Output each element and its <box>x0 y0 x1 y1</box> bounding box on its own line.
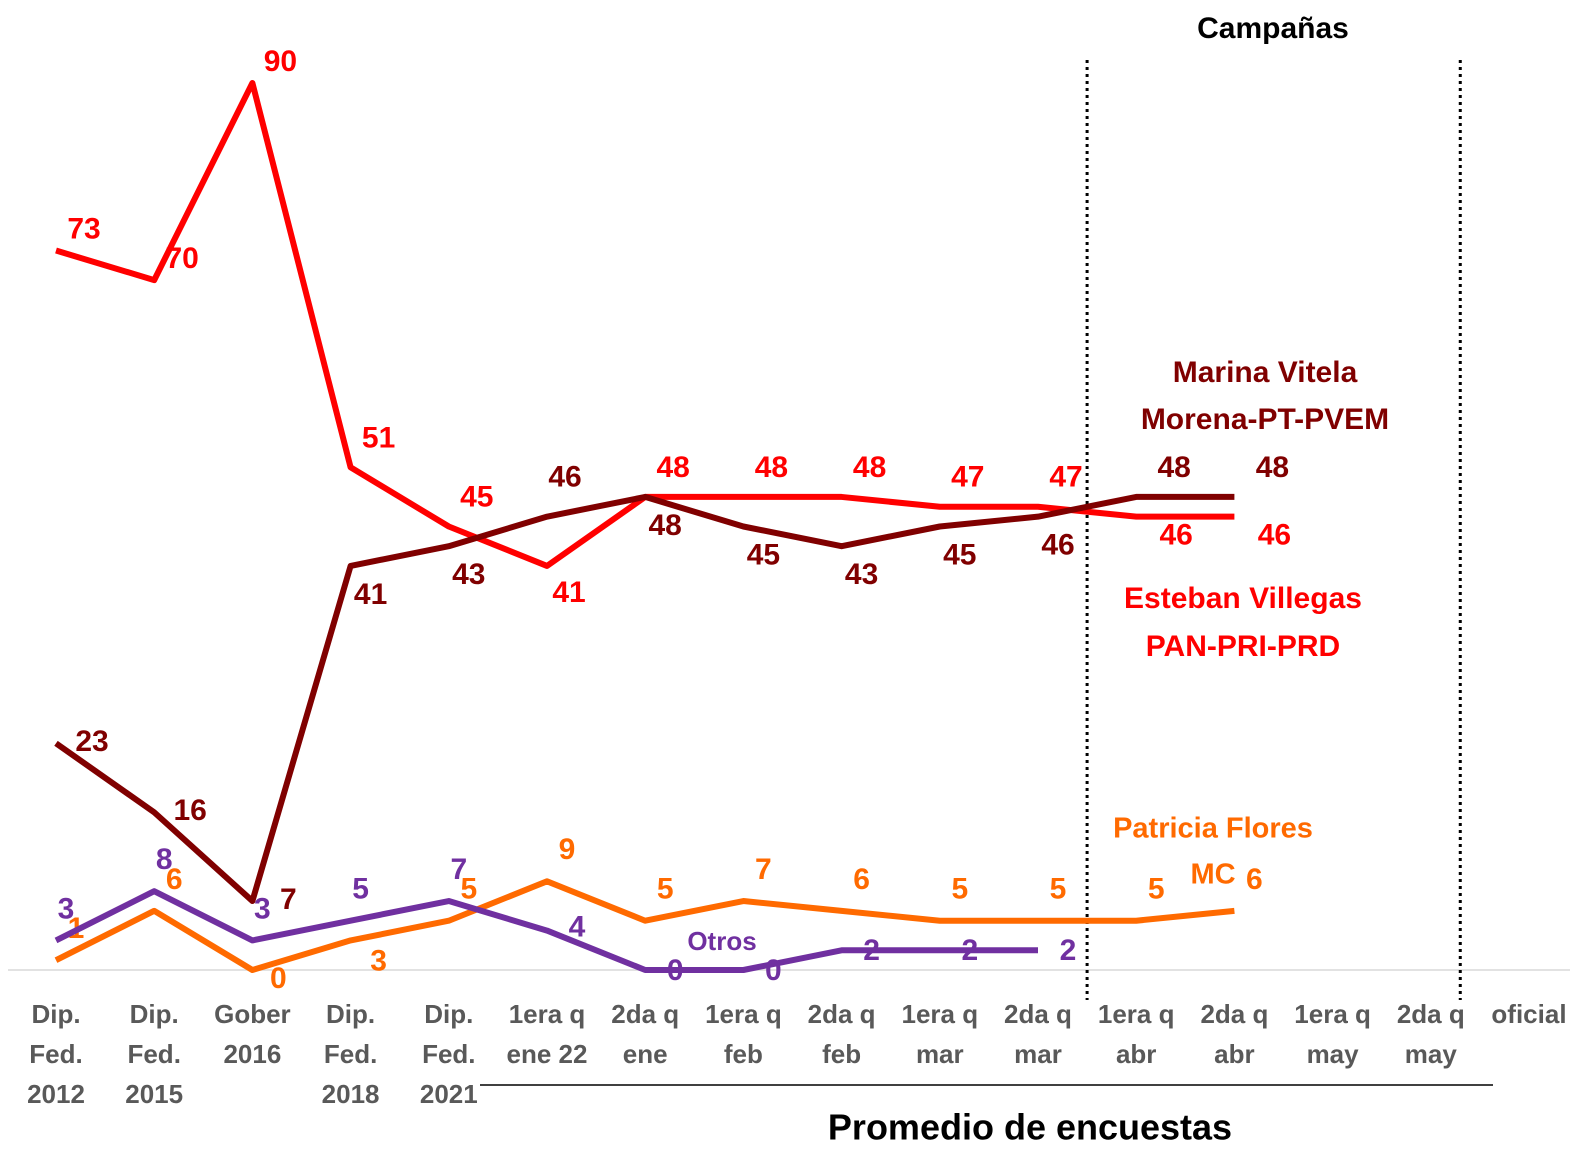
data-label: 48 <box>1158 451 1191 484</box>
data-label: 23 <box>75 725 108 758</box>
x-tick-label: 2da q <box>611 999 679 1029</box>
data-label: 3 <box>370 944 387 977</box>
data-label: 2 <box>1060 934 1077 967</box>
x-tick-label: 1era q <box>901 999 978 1029</box>
x-tick-label: 2da q <box>808 999 876 1029</box>
x-tick-label: 1era q <box>1294 999 1371 1029</box>
data-label: 5 <box>352 873 369 906</box>
data-label: 6 <box>166 863 183 896</box>
x-tick-label: Fed. <box>422 1039 475 1069</box>
data-label: 43 <box>845 558 878 591</box>
x-tick-label: Dip. <box>31 999 80 1029</box>
data-label: 73 <box>67 212 100 245</box>
legend-label: Esteban Villegas <box>1124 582 1362 615</box>
data-label: 45 <box>747 538 780 571</box>
x-tick-label: 2015 <box>125 1079 183 1109</box>
data-label: 7 <box>280 883 297 916</box>
data-label: 43 <box>452 558 485 591</box>
x-tick-label: mar <box>1014 1039 1062 1069</box>
x-tick-label: Fed. <box>29 1039 82 1069</box>
data-label: 5 <box>1050 873 1067 906</box>
data-label: 6 <box>853 863 870 896</box>
data-label: 48 <box>649 509 682 542</box>
x-group-label: Promedio de encuestas <box>828 1107 1232 1148</box>
data-label: 48 <box>755 451 788 484</box>
x-tick-label: ene <box>623 1039 668 1069</box>
x-tick-label: Gober <box>214 999 291 1029</box>
data-label: 16 <box>174 794 207 827</box>
series-line <box>54 878 1235 973</box>
x-tick-label: 1era q <box>509 999 586 1029</box>
x-tick-label: 1era q <box>705 999 782 1029</box>
data-label: 46 <box>1160 519 1193 552</box>
x-tick-label: 2021 <box>420 1079 478 1109</box>
legend-party: PAN-PRI-PRD <box>1146 630 1340 663</box>
data-label: 0 <box>270 962 287 995</box>
legend-label: Otros <box>687 926 756 956</box>
x-tick-label: 2da q <box>1004 999 1072 1029</box>
data-label: 45 <box>943 538 976 571</box>
data-label: 3 <box>58 892 75 925</box>
data-label: 41 <box>552 576 585 609</box>
x-tick-label: may <box>1405 1039 1458 1069</box>
legend-party: MC <box>1190 859 1235 891</box>
data-label: 8 <box>156 843 173 876</box>
data-label: 48 <box>853 451 886 484</box>
data-label: 47 <box>951 461 984 494</box>
x-tick-label: abr <box>1116 1039 1156 1069</box>
x-tick-label: Fed. <box>127 1039 180 1069</box>
x-tick-label: 2012 <box>27 1079 85 1109</box>
data-label: 51 <box>362 421 395 454</box>
data-label: 5 <box>951 873 968 906</box>
data-label: 48 <box>657 451 690 484</box>
data-label: 90 <box>264 45 297 78</box>
data-label: 41 <box>354 578 387 611</box>
data-label: 0 <box>765 954 782 987</box>
x-tick-label: may <box>1307 1039 1360 1069</box>
x-tick-label: abr <box>1214 1039 1254 1069</box>
series-line <box>54 888 1038 973</box>
x-tick-label: Dip. <box>130 999 179 1029</box>
x-tick-label: 2da q <box>1200 999 1268 1029</box>
data-label: 2 <box>863 934 880 967</box>
x-tick-label: feb <box>724 1039 763 1069</box>
data-label: 4 <box>569 910 586 943</box>
x-tick-label: 2da q <box>1397 999 1465 1029</box>
legend-label: Patricia Flores <box>1113 813 1313 845</box>
x-tick-label: Fed. <box>324 1039 377 1069</box>
x-tick-label: mar <box>916 1039 964 1069</box>
data-label: 46 <box>1041 529 1074 562</box>
data-label: 5 <box>657 873 674 906</box>
x-tick-label: Dip. <box>326 999 375 1029</box>
data-label: 6 <box>1246 863 1263 896</box>
x-tick-label: feb <box>822 1039 861 1069</box>
data-label: 5 <box>460 873 477 906</box>
x-tick-label: Dip. <box>424 999 473 1029</box>
data-label: 70 <box>166 242 199 275</box>
chart-title: Campañas <box>1197 12 1349 45</box>
data-label: 48 <box>1256 451 1289 484</box>
data-label: 7 <box>450 853 467 886</box>
series-line <box>54 493 1235 905</box>
x-tick-label: 1era q <box>1098 999 1175 1029</box>
legend-party: Morena-PT-PVEM <box>1141 403 1389 436</box>
x-tick-label: ene 22 <box>507 1039 588 1069</box>
data-label: 7 <box>755 853 772 886</box>
x-tick-label: oficial <box>1491 999 1566 1029</box>
data-label: 3 <box>254 892 271 925</box>
x-tick-label: 2018 <box>322 1079 380 1109</box>
data-label: 9 <box>559 833 576 866</box>
x-tick-label: 2016 <box>223 1039 281 1069</box>
data-label: 0 <box>667 954 684 987</box>
data-label: 46 <box>1258 519 1291 552</box>
data-label: 5 <box>1148 873 1165 906</box>
data-label: 47 <box>1049 461 1082 494</box>
data-label: 46 <box>548 461 581 494</box>
legend-label: Marina Vitela <box>1173 356 1358 389</box>
data-label: 45 <box>460 480 493 513</box>
data-label: 2 <box>961 934 978 967</box>
